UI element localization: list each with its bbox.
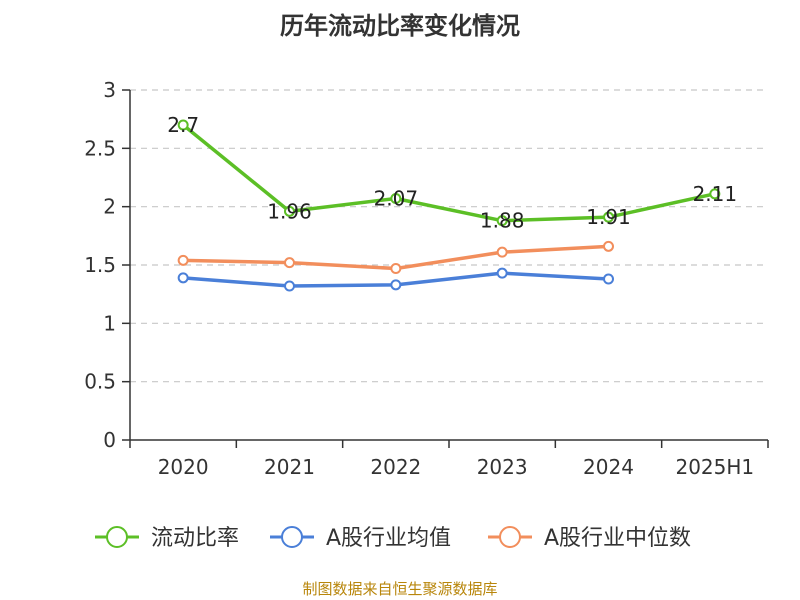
- series-2-point-2023[interactable]: [496, 246, 508, 258]
- legend-item-0[interactable]: 流动比率: [95, 526, 239, 551]
- y-tick-label-2: 1: [103, 311, 116, 335]
- series-1-point-2021[interactable]: [284, 280, 295, 292]
- series: [177, 119, 721, 292]
- y-tick-label-5: 2.5: [84, 136, 116, 160]
- grid-lines: [130, 89, 768, 383]
- legend-marker-2: [499, 526, 521, 548]
- x-tick-label-2025H1: 2025H1: [675, 455, 754, 479]
- series-0-point-2020[interactable]: [177, 119, 189, 131]
- series-2-point-2024[interactable]: [603, 240, 614, 252]
- x-tick-label-2023: 2023: [477, 455, 528, 479]
- legend-item-1[interactable]: A股行业均值: [270, 526, 451, 551]
- data-label-2021: 1.96: [267, 199, 312, 223]
- legend-label-0: 流动比率: [151, 526, 239, 551]
- legend-label-1: A股行业均值: [326, 526, 451, 551]
- series-0-point-2021[interactable]: [284, 205, 295, 217]
- data-label-2020: 2.7: [167, 113, 199, 137]
- legend-marker-0: [106, 526, 128, 548]
- series-0-point-2023[interactable]: [496, 215, 508, 227]
- series-1-point-2023[interactable]: [496, 267, 508, 279]
- legend[interactable]: 流动比率 A股行业均值 A股行业中位数: [95, 526, 691, 551]
- y-tick-label-0: 0: [103, 428, 116, 452]
- data-label-2022: 2.07: [374, 187, 419, 211]
- legend-marker-1: [281, 526, 303, 548]
- series-line-0: [181, 123, 717, 223]
- legend-label-2: A股行业中位数: [544, 526, 691, 551]
- legend-item-2[interactable]: A股行业中位数: [488, 526, 691, 551]
- series-2-point-2022[interactable]: [390, 263, 402, 274]
- x-tick-label-2022: 2022: [370, 455, 421, 479]
- data-labels: 2.7 1.96 2.07 1.88 1.91 2.11: [167, 113, 737, 233]
- y-tick-label-4: 2: [103, 195, 116, 219]
- series-2-point-2021[interactable]: [284, 257, 295, 269]
- y-tick-label-6: 3: [103, 78, 116, 102]
- source-note: 制图数据来自恒生聚源数据库: [302, 580, 498, 598]
- data-label-2025H1: 2.11: [693, 182, 738, 206]
- y-tick-label-3: 1.5: [84, 253, 116, 277]
- series-0-point-2025H1[interactable]: [709, 188, 721, 200]
- x-tick-label-2024: 2024: [583, 455, 634, 479]
- series-0-point-2022[interactable]: [390, 193, 402, 204]
- series-0-point-2024[interactable]: [603, 211, 614, 223]
- data-label-2024: 1.91: [586, 205, 631, 229]
- series-1-point-2020[interactable]: [177, 272, 189, 284]
- chart-title: 历年流动比率变化情况: [280, 12, 520, 40]
- data-label-2023: 1.88: [480, 209, 525, 233]
- series-1-point-2024[interactable]: [603, 273, 614, 285]
- series-1-point-2022[interactable]: [390, 279, 402, 291]
- y-tick-label-1: 0.5: [84, 370, 116, 394]
- x-tick-label-2021: 2021: [264, 455, 315, 479]
- x-tick-label-2020: 2020: [158, 455, 209, 479]
- series-2-point-2020[interactable]: [177, 254, 189, 266]
- axes: 0 0.5 1 1.5 2 2.5 3 2020 2021 2022 2023 2024 2025H1: [84, 78, 769, 479]
